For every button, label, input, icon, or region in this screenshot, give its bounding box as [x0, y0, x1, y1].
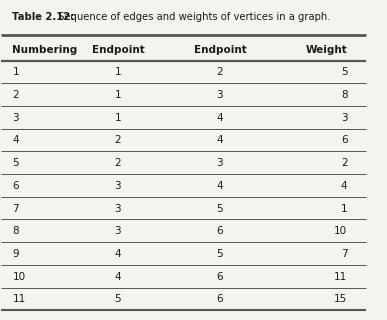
Text: 7: 7 [12, 204, 19, 213]
Text: 11: 11 [12, 294, 26, 304]
Text: 10: 10 [334, 226, 348, 236]
Text: 5: 5 [341, 68, 348, 77]
Text: 1: 1 [341, 204, 348, 213]
Text: 4: 4 [217, 181, 223, 191]
Text: 15: 15 [334, 294, 348, 304]
Text: 3: 3 [341, 113, 348, 123]
Text: 3: 3 [217, 90, 223, 100]
Text: 6: 6 [341, 135, 348, 146]
Text: Endpoint: Endpoint [194, 45, 246, 55]
Text: 5: 5 [217, 204, 223, 213]
Text: 11: 11 [334, 272, 348, 282]
Text: 4: 4 [341, 181, 348, 191]
Text: Weight: Weight [306, 45, 348, 55]
Text: 4: 4 [12, 135, 19, 146]
Text: 2: 2 [341, 158, 348, 168]
Text: 4: 4 [115, 249, 121, 259]
Text: 3: 3 [115, 181, 121, 191]
Text: 10: 10 [12, 272, 26, 282]
Text: 6: 6 [217, 226, 223, 236]
Text: 3: 3 [115, 226, 121, 236]
Text: 3: 3 [115, 204, 121, 213]
Text: 6: 6 [217, 294, 223, 304]
Text: 2: 2 [115, 135, 121, 146]
Text: 2: 2 [12, 90, 19, 100]
Text: 6: 6 [217, 272, 223, 282]
Text: 8: 8 [341, 90, 348, 100]
Text: 1: 1 [12, 68, 19, 77]
Text: 4: 4 [217, 113, 223, 123]
Text: 4: 4 [115, 272, 121, 282]
Text: 5: 5 [115, 294, 121, 304]
Text: 2: 2 [115, 158, 121, 168]
Text: 7: 7 [341, 249, 348, 259]
Text: Numbering: Numbering [12, 45, 77, 55]
Text: 3: 3 [12, 113, 19, 123]
Text: 3: 3 [217, 158, 223, 168]
Text: 1: 1 [115, 90, 121, 100]
Text: 2: 2 [217, 68, 223, 77]
Text: 1: 1 [115, 68, 121, 77]
Text: Sequence of edges and weights of vertices in a graph.: Sequence of edges and weights of vertice… [55, 12, 331, 21]
Text: Endpoint: Endpoint [92, 45, 144, 55]
Text: Table 2.12:: Table 2.12: [12, 12, 75, 21]
Text: 6: 6 [12, 181, 19, 191]
Text: 8: 8 [12, 226, 19, 236]
Text: 4: 4 [217, 135, 223, 146]
Text: 9: 9 [12, 249, 19, 259]
Text: 1: 1 [115, 113, 121, 123]
Text: 5: 5 [217, 249, 223, 259]
Text: 5: 5 [12, 158, 19, 168]
